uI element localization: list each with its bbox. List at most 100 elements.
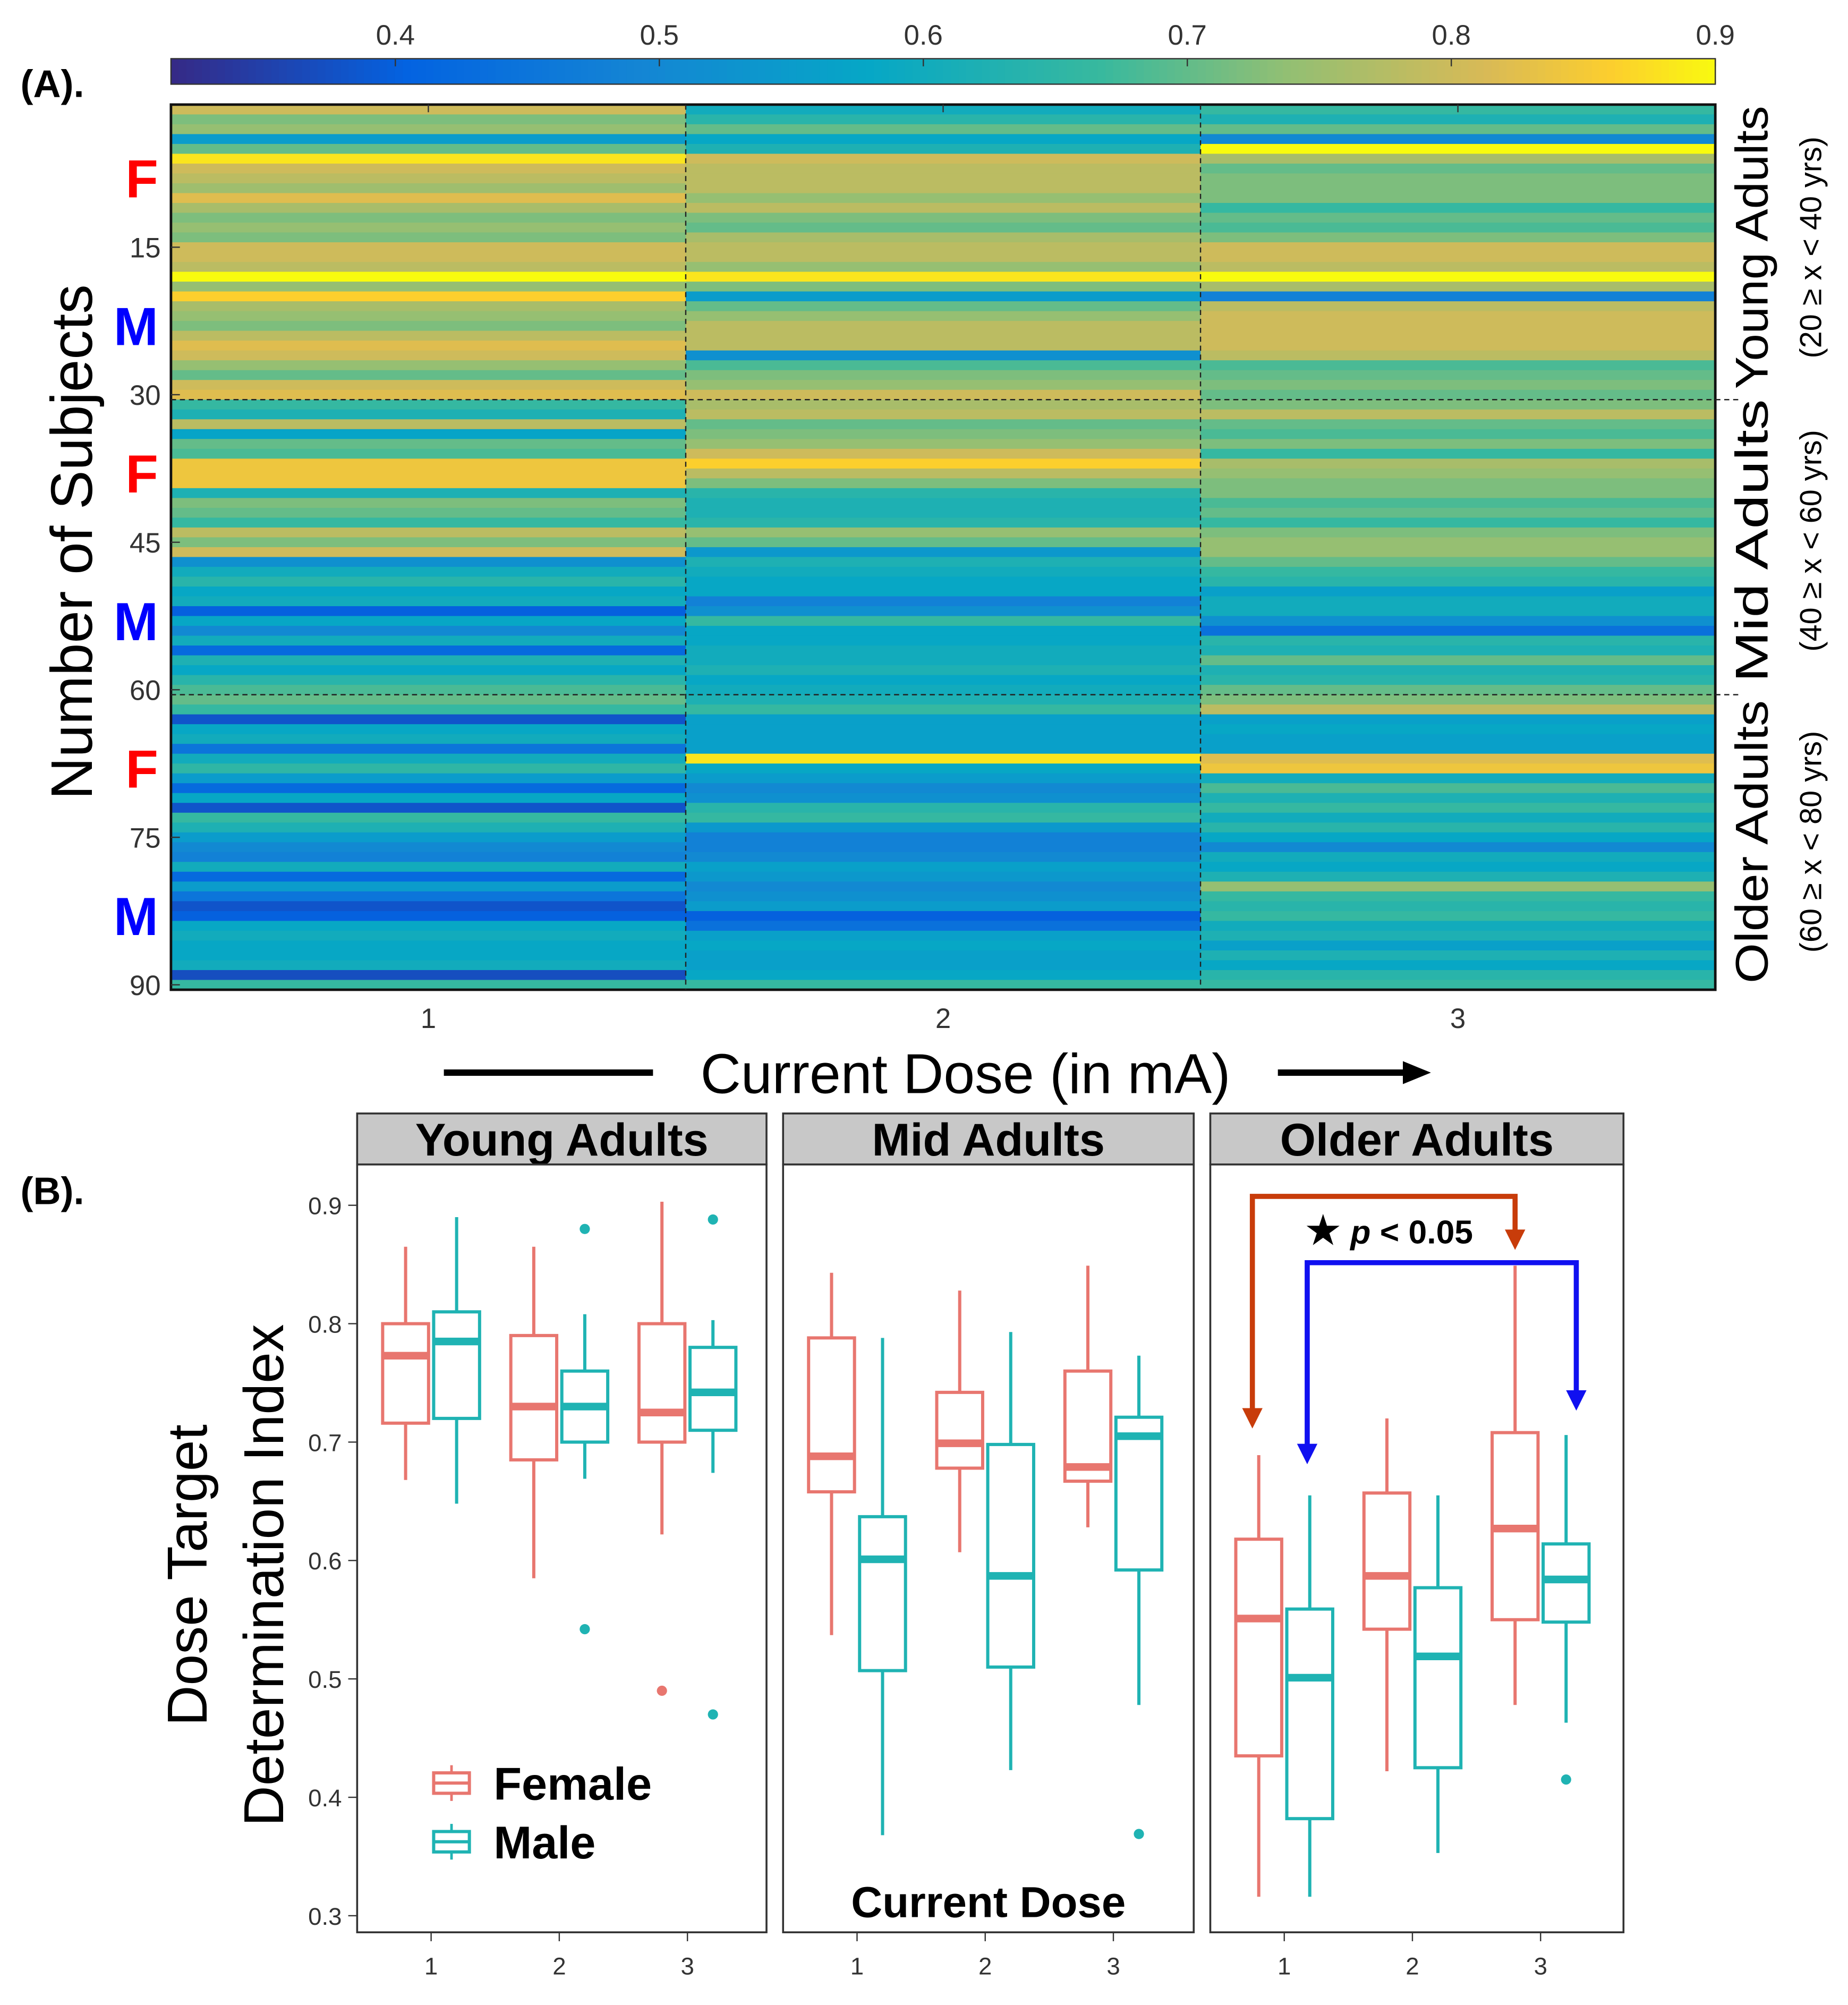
colorbar-segment (657, 58, 666, 84)
colorbar-segment (510, 58, 520, 84)
colorbar-segment (834, 58, 844, 84)
heatmap-cell (1200, 862, 1716, 873)
box-male (560, 1224, 610, 1635)
box-iqr (381, 1322, 430, 1425)
colorbar-segment (1012, 58, 1021, 84)
heatmap-cell (685, 921, 1202, 932)
box-x-tick-label: 2 (1406, 1952, 1419, 1979)
heatmap-cell (171, 645, 687, 656)
colorbar-segment (1692, 58, 1701, 84)
box-y-tick-label: 0.5 (308, 1666, 342, 1693)
colorbar-segment (1105, 58, 1114, 84)
colorbar-segment (240, 58, 249, 84)
heatmap-cell (171, 862, 687, 873)
heatmap-cell (171, 842, 687, 853)
heatmap-cell (1200, 213, 1716, 224)
colorbar-segment (1391, 58, 1400, 84)
heatmap-cell (1200, 321, 1716, 332)
colorbar-segment (603, 58, 612, 84)
colorbar-segment (279, 58, 288, 84)
sex-label: M (114, 887, 158, 947)
heatmap-cell (685, 183, 1202, 194)
heatmap-cell (1200, 901, 1716, 912)
colorbar-segment (1506, 58, 1515, 84)
heatmap-cell (685, 429, 1202, 440)
outlier-point (580, 1624, 590, 1635)
heatmap-cell (685, 724, 1202, 735)
heatmap-cell (1200, 744, 1716, 754)
heatmap-cell (685, 547, 1202, 558)
heatmap-cell (1200, 871, 1716, 882)
colorbar-segment (302, 58, 311, 84)
facet-strip (356, 1112, 768, 1166)
heatmap-cell (171, 596, 687, 607)
colorbar-segment (333, 58, 342, 84)
colorbar-segment (325, 58, 334, 84)
box-x-axis-title: Current Dose (851, 1878, 1126, 1926)
y-tick-label: 75 (130, 822, 161, 854)
heatmap-cell (171, 124, 687, 135)
heatmap-cell (1200, 852, 1716, 863)
heatmap-cell (685, 655, 1202, 666)
heatmap-cell (171, 566, 687, 577)
colorbar-tick-label: 0.4 (376, 20, 415, 51)
colorbar-segment (1607, 58, 1616, 84)
heatmap-cell (685, 242, 1202, 253)
colorbar-segment (1499, 58, 1508, 84)
box-y-tick-label: 0.3 (308, 1903, 342, 1930)
colorbar-segment (1568, 58, 1577, 84)
heatmap-cell (685, 852, 1202, 863)
colorbar-segment (1051, 58, 1060, 84)
heatmap-cell (685, 448, 1202, 460)
colorbar-segment (672, 58, 682, 84)
heatmap-cell (171, 321, 687, 332)
outlier-point (708, 1214, 718, 1225)
heatmap-cell (1200, 517, 1716, 529)
heatmap-cell (1200, 616, 1716, 627)
colorbar-segment (1638, 58, 1647, 84)
colorbar-segment (1414, 58, 1423, 84)
heatmap-cell (171, 803, 687, 813)
heatmap-cell (685, 488, 1202, 499)
colorbar-segment (209, 58, 218, 84)
heatmap-cell (685, 262, 1202, 273)
heatmap-cell (1200, 291, 1716, 302)
colorbar-segment (186, 58, 195, 84)
colorbar-segment (194, 58, 203, 84)
heatmap-cell (685, 400, 1202, 410)
heatmap-cell (1200, 812, 1716, 823)
colorbar-segment (233, 58, 242, 84)
box-iqr (1234, 1537, 1283, 1758)
box-iqr (509, 1333, 559, 1462)
heatmap-cell (1200, 527, 1716, 538)
heatmap-cell (685, 704, 1202, 715)
colorbar-segment (171, 58, 180, 84)
heatmap-cell (685, 753, 1202, 764)
heatmap-cell (1200, 124, 1716, 135)
colorbar-segment (472, 58, 481, 84)
facet-title: Young Adults (415, 1115, 709, 1166)
heatmap-cell (685, 950, 1202, 961)
heatmap-cell (171, 793, 687, 804)
heatmap-cell (171, 350, 687, 361)
arrow-down-icon (1505, 1229, 1526, 1250)
heatmap-cell (685, 124, 1202, 135)
heatmap-cell (685, 114, 1202, 125)
colorbar-segment (526, 58, 535, 84)
heatmap-cell (685, 163, 1202, 174)
heatmap-cell (685, 606, 1202, 617)
heatmap-cell (171, 940, 687, 951)
heatmap-cell (171, 400, 687, 410)
box-iqr (1285, 1607, 1334, 1821)
significance-bracket-male (1305, 1260, 1579, 1452)
heatmap-cell (171, 271, 687, 283)
colorbar-segment (1174, 58, 1183, 84)
colorbar-segment (1368, 58, 1377, 84)
heatmap-cell (685, 665, 1202, 676)
heatmap-cell (171, 380, 687, 390)
heatmap-cell (685, 193, 1202, 204)
heatmap-cell (171, 547, 687, 558)
colorbar-segment (665, 58, 674, 84)
x-tick-label: 2 (935, 1003, 951, 1034)
heatmap-cell (171, 301, 687, 312)
